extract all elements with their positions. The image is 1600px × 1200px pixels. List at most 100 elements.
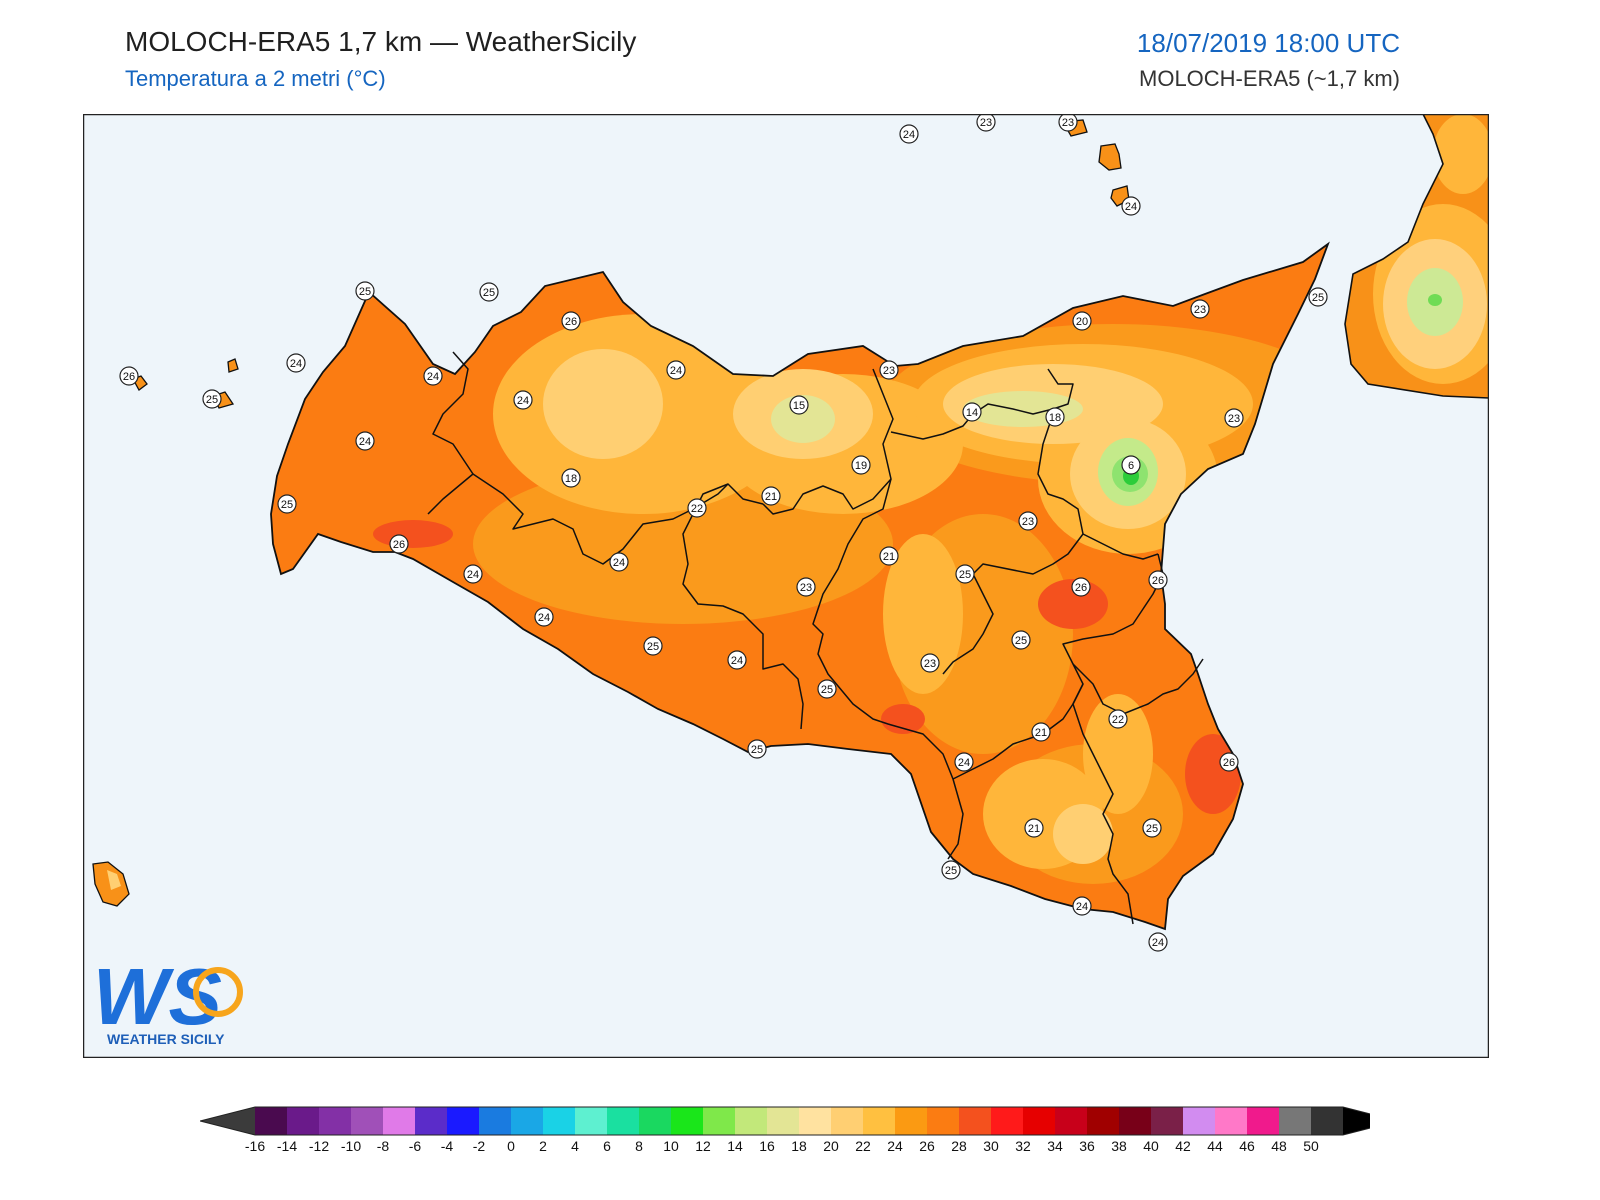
station-marker: 25 (277, 494, 297, 514)
colorbar-segment (1215, 1107, 1247, 1135)
station-value: 18 (565, 473, 577, 485)
station-marker: 23 (1058, 114, 1078, 132)
colorbar-tick-label: -4 (440, 1138, 454, 1154)
station-value: 19 (855, 460, 867, 472)
station-marker-circle (643, 636, 663, 656)
station-marker: 26 (119, 366, 139, 386)
station-value: 23 (1062, 117, 1074, 129)
station-marker-circle (761, 486, 781, 506)
colorbar-segment (831, 1107, 863, 1135)
temperature-map: 24 23 23 24 25 25 26 24 26 24 25 24 24 25 18 26 24 15 23 19… (83, 114, 1489, 1058)
station-marker-circle (1190, 299, 1210, 319)
colorbar-segment (767, 1107, 799, 1135)
colorbar-tick-label: 2 (539, 1138, 547, 1154)
station-markers: 24 23 23 24 25 25 26 24 26 24 25 24 24 25 18 26 24 15 23 19… (119, 114, 1328, 952)
model-name: MOLOCH-ERA5 (~1,7 km) (1139, 66, 1400, 91)
station-marker: 24 (534, 607, 554, 627)
station-value: 24 (517, 395, 529, 407)
station-marker: 24 (1121, 196, 1141, 216)
colorbar-segment (607, 1107, 639, 1135)
station-marker: 18 (561, 468, 581, 488)
station-marker-circle (423, 366, 443, 386)
station-marker-circle (389, 534, 409, 554)
weathersicily-logo: WS WEATHER SICILY (93, 952, 243, 1047)
colorbar-segment (351, 1107, 383, 1135)
colorbar-tick-label: -8 (376, 1138, 390, 1154)
station-value: 26 (565, 316, 577, 328)
colorbar-tick-label: 26 (919, 1138, 935, 1154)
station-marker-circle (1121, 196, 1141, 216)
station-marker-circle (879, 546, 899, 566)
temperature-colorbar (200, 1106, 1370, 1136)
station-marker: 24 (286, 353, 306, 373)
station-value: 26 (123, 371, 135, 383)
station-marker-circle (1148, 570, 1168, 590)
station-value: 23 (1022, 516, 1034, 528)
colorbar-segment (447, 1107, 479, 1135)
station-value: 24 (903, 129, 915, 141)
colorbar-tick-label: 28 (951, 1138, 967, 1154)
colorbar-segment (1183, 1107, 1215, 1135)
station-marker: 23 (879, 360, 899, 380)
station-value: 24 (1076, 901, 1088, 913)
valid-datetime: 18/07/2019 18:00 UTC (1136, 28, 1400, 58)
station-marker: 23 (1018, 511, 1038, 531)
station-value: 24 (613, 557, 625, 569)
islands (92, 119, 1130, 907)
colorbar-tick-label: 50 (1303, 1138, 1319, 1154)
colorbar-tick-label: 44 (1207, 1138, 1223, 1154)
station-marker-circle (1018, 511, 1038, 531)
station-marker-circle (513, 390, 533, 410)
station-marker: 25 (1142, 818, 1162, 838)
station-value: 25 (751, 744, 763, 756)
colorbar-tick-label: -14 (276, 1138, 298, 1154)
station-value: 25 (945, 865, 957, 877)
station-value: 14 (966, 407, 978, 419)
colorbar-segment (895, 1107, 927, 1135)
station-marker-circle (955, 564, 975, 584)
station-value: 25 (959, 569, 971, 581)
colorbar-tick-label: 40 (1143, 1138, 1159, 1154)
colorbar-segment (863, 1107, 895, 1135)
colorbar-segment (799, 1107, 831, 1135)
station-value: 23 (924, 658, 936, 670)
colorbar-segment (511, 1107, 543, 1135)
station-marker-circle (1071, 577, 1091, 597)
colorbar-segment (415, 1107, 447, 1135)
station-value: 25 (1312, 292, 1324, 304)
colorbar-segment (735, 1107, 767, 1135)
colorbar-segment (479, 1107, 511, 1135)
colorbar-tick-label: 24 (887, 1138, 903, 1154)
colorbar-tick-label: 36 (1079, 1138, 1095, 1154)
colorbar-segment (671, 1107, 703, 1135)
station-marker: 24 (1072, 896, 1092, 916)
station-value: 25 (821, 684, 833, 696)
station-marker: 26 (389, 534, 409, 554)
station-marker: 26 (1219, 752, 1239, 772)
colorbar-segment (1279, 1107, 1311, 1135)
station-marker: 24 (666, 360, 686, 380)
station-value: 25 (281, 499, 293, 511)
station-marker-circle (954, 752, 974, 772)
colorbar-tick-label: 18 (791, 1138, 807, 1154)
station-marker-circle (1308, 287, 1328, 307)
colorbar-tick-label: 46 (1239, 1138, 1255, 1154)
station-marker-circle (747, 739, 767, 759)
calabria-coastline (1344, 114, 1489, 399)
station-marker-circle (1121, 455, 1141, 475)
colorbar-segment (1023, 1107, 1055, 1135)
station-marker: 25 (643, 636, 663, 656)
station-value: 26 (1223, 757, 1235, 769)
station-marker: 25 (1308, 287, 1328, 307)
station-marker: 23 (920, 653, 940, 673)
station-value: 24 (670, 365, 682, 377)
station-marker: 23 (1190, 299, 1210, 319)
colorbar-tick-label: 8 (635, 1138, 643, 1154)
station-marker: 22 (687, 498, 707, 518)
station-marker: 6 (1121, 455, 1141, 475)
station-value: 15 (793, 400, 805, 412)
colorbar-tick-label: -2 (472, 1138, 486, 1154)
colorbar-tick-label: -6 (408, 1138, 422, 1154)
station-marker: 24 (513, 390, 533, 410)
station-marker-circle (561, 468, 581, 488)
